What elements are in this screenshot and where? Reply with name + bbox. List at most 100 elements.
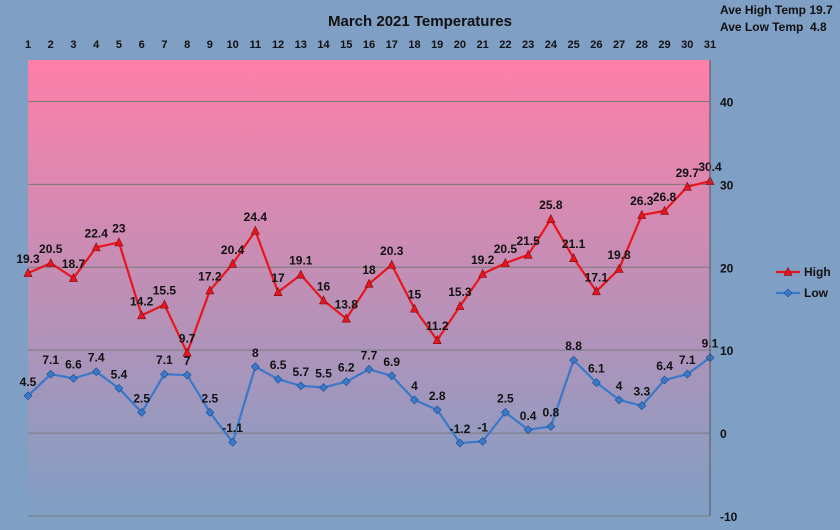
point-high [341, 313, 351, 323]
data-label-low: 2.5 [497, 391, 514, 405]
data-label-low: 4 [411, 379, 418, 393]
x-tick-label: 5 [116, 39, 122, 51]
data-label-high: 20.5 [494, 242, 518, 256]
ave-high-annotation: Ave High Temp 19.7 [720, 3, 833, 17]
x-tick-label: 4 [93, 39, 100, 51]
data-label-high: 15 [408, 288, 422, 302]
point-low [319, 383, 328, 392]
data-label-low: 0.4 [520, 409, 537, 423]
point-low [250, 362, 260, 372]
data-label-low: -1 [477, 420, 488, 434]
point-low [182, 370, 192, 380]
point-low [273, 374, 283, 384]
point-low [296, 381, 306, 391]
y-tick-label: 40 [720, 95, 734, 109]
data-label-low: 6.4 [656, 359, 673, 373]
point-high [250, 225, 260, 235]
x-tick-label: 20 [454, 39, 466, 51]
data-label-high: 14.2 [130, 294, 154, 308]
data-labels: 19.320.518.722.4 2314.215.59.717.220.424.… [16, 160, 722, 436]
point-low [159, 369, 169, 379]
data-label-high: 18.7 [62, 257, 86, 271]
data-label-high: 15.5 [153, 284, 177, 298]
data-label-low: 2.5 [133, 391, 150, 405]
x-tick-label: 15 [340, 39, 352, 51]
data-label-high: 20.4 [221, 243, 245, 257]
data-label-high: 16 [317, 279, 331, 293]
point-high [23, 267, 33, 277]
point-high [137, 310, 147, 320]
data-label-low: 4 [616, 379, 623, 393]
data-label-low: 6.9 [383, 355, 400, 369]
x-tick-label: 30 [681, 39, 693, 51]
x-tick-label: 2 [48, 39, 54, 51]
point-low [523, 425, 533, 435]
y-tick-label: -10 [720, 510, 738, 524]
data-label-high: 25.8 [539, 198, 563, 212]
point-high [273, 286, 283, 296]
x-tick-label: 11 [250, 39, 262, 51]
x-tick-label: 29 [658, 39, 670, 51]
data-label-low: -1.2 [450, 422, 471, 436]
ave-low-annotation: Ave Low Temp 4.8 [720, 20, 827, 34]
data-label-high: 19.8 [607, 248, 631, 262]
x-tick-label: 12 [272, 39, 284, 51]
x-tick-label: 7 [161, 39, 167, 51]
x-tick-label: 16 [363, 39, 375, 51]
data-label-low: 7.1 [679, 353, 696, 367]
x-tick-label: 26 [590, 39, 602, 51]
point-low [205, 407, 215, 417]
x-tick-label: 14 [317, 39, 330, 51]
point-low [341, 377, 351, 387]
data-label-high: 18 [362, 263, 376, 277]
point-high [114, 237, 124, 247]
data-label-high: 11.2 [426, 319, 449, 333]
data-label-high: 20.5 [39, 242, 63, 256]
x-tick-label: 8 [184, 39, 190, 51]
point-low [137, 407, 147, 417]
point-low [114, 383, 124, 393]
x-tick-label: 6 [139, 39, 145, 51]
y-tick-label: 30 [720, 178, 734, 192]
data-label-high: 19.2 [471, 253, 495, 267]
data-label-low: 7.1 [42, 353, 59, 367]
data-label-low: 6.5 [270, 358, 287, 372]
point-low [500, 407, 510, 417]
x-tick-label: 19 [431, 39, 443, 51]
point-low [478, 436, 488, 446]
point-low [546, 422, 556, 431]
point-low [91, 367, 101, 377]
data-label-low: 7.7 [361, 348, 378, 362]
x-tick-label: 22 [499, 39, 511, 51]
data-label-high: 29.7 [676, 166, 700, 180]
legend-marker-low [783, 288, 793, 298]
point-high [296, 269, 306, 279]
y-tick-label: 10 [720, 344, 734, 358]
data-label-low: 5.7 [292, 365, 309, 379]
data-label-high: 19.3 [16, 252, 40, 266]
point-high [182, 347, 192, 357]
data-label-low: 7.1 [156, 353, 173, 367]
x-tick-label: 27 [613, 39, 625, 51]
point-high [546, 214, 556, 223]
point-high [68, 272, 78, 282]
x-tick-label: 21 [477, 39, 489, 51]
x-tick-label: 28 [636, 39, 648, 51]
point-high [432, 335, 442, 345]
data-label-high: 9.7 [179, 332, 196, 346]
data-label-high: 15.3 [448, 285, 472, 299]
point-low [69, 373, 78, 383]
point-high [319, 295, 329, 305]
data-label-low: 6.6 [65, 357, 82, 371]
point-high [569, 252, 579, 262]
x-tick-label: 31 [704, 39, 716, 51]
point-low [660, 375, 669, 385]
point-low [432, 405, 442, 415]
point-high [91, 242, 101, 252]
x-tick-label: 9 [207, 39, 213, 51]
plot-area [28, 60, 710, 516]
data-label-low: 3.3 [633, 385, 650, 399]
point-high [387, 259, 397, 269]
y-tick-label: 0 [720, 427, 727, 441]
